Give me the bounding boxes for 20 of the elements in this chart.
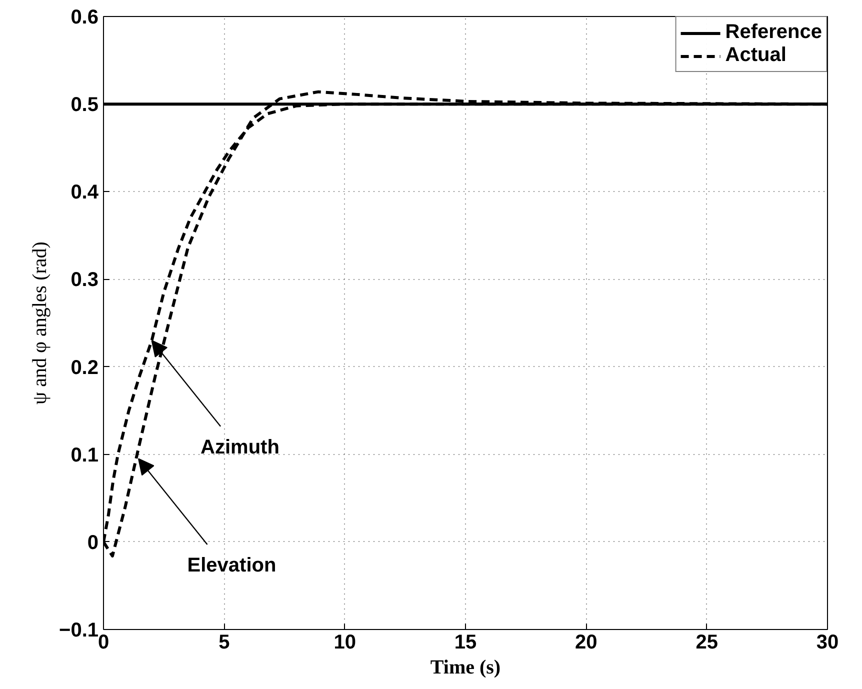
y-tick-label: 0.1	[70, 444, 99, 466]
annotation: Elevation	[187, 554, 276, 577]
legend-label: Actual	[725, 44, 786, 67]
y-tick-label: −0.1	[59, 620, 98, 642]
annotation: Azimuth	[200, 436, 280, 458]
x-tick-label: 15	[454, 632, 477, 654]
y-tick-label: 0.4	[70, 182, 100, 204]
y-tick-label: 0.3	[70, 269, 99, 292]
x-axis-title: Time (s)	[430, 656, 501, 678]
y-tick-label: 0.6	[70, 6, 99, 28]
y-tick-label: 0	[87, 532, 98, 554]
y-tick-label: 0.2	[70, 356, 99, 379]
x-tick-label: 5	[218, 632, 230, 654]
y-axis-title: ψ and φ angles (rad)	[29, 242, 52, 404]
x-tick-label: 25	[696, 632, 718, 654]
legend-label: Reference	[725, 21, 822, 44]
y-tick-label: 0.5	[70, 94, 99, 116]
x-tick-label: 10	[334, 632, 356, 654]
x-tick-label: 30	[816, 632, 839, 654]
x-tick-label: 20	[575, 632, 598, 654]
